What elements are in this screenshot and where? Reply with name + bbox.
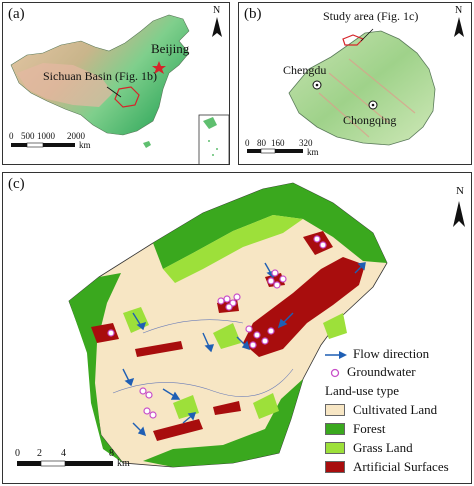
legend-item-forest: Forest xyxy=(325,421,386,437)
scale-tick-a-1: 500 xyxy=(21,131,35,141)
legend-flow-label: Flow direction xyxy=(353,346,430,361)
panel-a-label: (a) xyxy=(8,6,25,22)
scale-bar-b xyxy=(247,148,303,154)
urban-south-2 xyxy=(213,401,241,415)
forest-south xyxy=(143,379,303,467)
grass-patch-6 xyxy=(323,313,347,339)
legend-landuse-title: Land-use type xyxy=(325,383,400,398)
legend-forest-label: Forest xyxy=(353,421,386,436)
forest-north xyxy=(153,183,387,269)
scale-tick-c-3: 8 xyxy=(109,448,114,459)
north-label-b: N xyxy=(455,5,463,16)
scale-unit-b: km xyxy=(307,147,319,157)
north-label-c: N xyxy=(456,185,464,197)
basin-ridges xyxy=(318,58,416,138)
study-area-outline xyxy=(342,34,365,46)
study-area-label: Study area (Fig. 1c) xyxy=(323,9,419,23)
beijing-star xyxy=(152,61,166,74)
legend-grass-label: Grass Land xyxy=(353,440,413,455)
legend-cultivated-label: Cultivated Land xyxy=(353,402,438,417)
grass-band-1 xyxy=(163,215,303,283)
tibet-plateau xyxy=(17,63,113,107)
basin-map-svg xyxy=(247,17,464,154)
legend-groundwater-marker xyxy=(330,368,340,378)
inset-land xyxy=(203,117,217,129)
north-arrow-c xyxy=(453,201,465,227)
scale-tick-b-0: 0 xyxy=(245,138,250,148)
sichuan-basin-outline xyxy=(114,86,140,108)
north-arrow-a xyxy=(212,17,222,37)
scale-tick-a-2: 1000 xyxy=(37,131,55,141)
scale-bar-a xyxy=(11,142,75,148)
groundwater-points xyxy=(107,235,327,419)
panel-c-landuse-map: (c) N 0 2 4 8 km Flow direction Groundwa… xyxy=(2,172,472,484)
swatch-artificial xyxy=(325,461,345,473)
swatch-cultivated xyxy=(325,404,345,416)
grass-patch-3 xyxy=(213,323,241,349)
sichuan-basin-label: Sichuan Basin (Fig. 1b) xyxy=(43,69,157,83)
scale-unit-a: km xyxy=(79,140,91,150)
scale-tick-c-2: 4 xyxy=(61,448,66,459)
scale-unit-c: km xyxy=(117,458,130,469)
legend-flow-arrow xyxy=(325,351,347,359)
chengdu-label: Chengdu xyxy=(283,63,327,77)
river-1 xyxy=(112,368,294,397)
river-2 xyxy=(142,319,244,334)
north-arrow-b xyxy=(454,17,464,37)
scale-tick-c-1: 2 xyxy=(37,448,42,459)
swatch-grass xyxy=(325,442,345,454)
panel-b-basin-map: (b) Study area (Fig. 1c) Chengdu Chongqi… xyxy=(238,2,472,165)
swatch-forest xyxy=(325,423,345,435)
beijing-label: Beijing xyxy=(151,41,190,56)
hainan-island xyxy=(143,141,151,148)
legend-item-grass: Grass Land xyxy=(325,440,413,456)
chongqing-label: Chongqing xyxy=(343,113,397,127)
china-map-svg xyxy=(10,14,229,164)
panel-a-china-map: (a) Beijing Sichuan Basin (Fig. 1b) N 0 … xyxy=(2,2,230,165)
legend-item-cultivated: Cultivated Land xyxy=(325,402,437,418)
legend-item-artificial: Artificial Surfaces xyxy=(325,459,449,475)
scale-tick-b-1: 80 xyxy=(257,138,266,148)
scale-tick-a-3: 2000 xyxy=(67,131,85,141)
legend-artificial-label: Artificial Surfaces xyxy=(353,459,449,474)
panel-c-label: (c) xyxy=(8,176,25,192)
flow-arrows xyxy=(122,262,366,437)
north-label-a: N xyxy=(213,5,221,16)
legend-groundwater-label: Groundwater xyxy=(347,364,416,379)
urban-north xyxy=(303,231,333,255)
urban-strip-1 xyxy=(135,341,183,357)
urban-south-1 xyxy=(153,419,203,441)
grass-patch-5 xyxy=(253,393,279,419)
scale-tick-c-0: 0 xyxy=(15,448,20,459)
forest-west xyxy=(69,273,123,463)
china-land xyxy=(10,14,190,136)
urban-west xyxy=(91,323,119,343)
scale-tick-b-3: 320 xyxy=(299,138,313,148)
scale-tick-a-0: 0 xyxy=(9,131,14,141)
basin-land xyxy=(288,30,436,146)
landuse-map-svg xyxy=(17,182,465,468)
scale-bar-c xyxy=(17,460,113,467)
panel-b-label: (b) xyxy=(244,6,262,22)
scale-tick-b-2: 160 xyxy=(271,138,285,148)
